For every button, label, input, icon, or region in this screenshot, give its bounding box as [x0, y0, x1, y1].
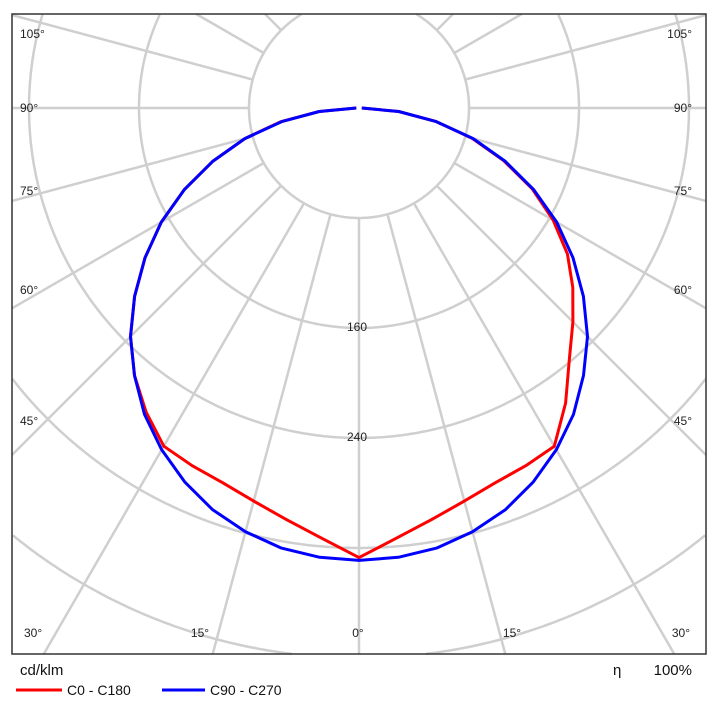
grid-radial-line	[195, 12, 265, 55]
polar-grid	[11, 12, 707, 656]
grid-radial-line	[11, 161, 265, 310]
grid-radial-line	[264, 13, 283, 32]
grid-radial-line	[11, 13, 254, 81]
efficiency-symbol: η	[613, 662, 621, 679]
grid-radial-line	[11, 184, 283, 456]
grid-radial-line	[412, 202, 676, 655]
curves	[129, 106, 589, 562]
angle-label-left-90: 90°	[20, 101, 38, 115]
angle-label-bottom-0: 0°	[352, 626, 364, 640]
grid-ring-240	[27, 13, 691, 440]
angle-label-bottom-30-left: 30°	[24, 626, 42, 640]
grid-radial-line	[211, 213, 332, 655]
grid-radial-line	[464, 13, 707, 81]
angle-label-bottom-15-right: 15°	[503, 626, 521, 640]
grid-ring-400	[12, 534, 706, 656]
angle-label-right-90: 90°	[674, 101, 692, 115]
grid-ring-160	[137, 14, 581, 330]
angle-label-bottom-30-right: 30°	[672, 626, 690, 640]
ring-label-240: 240	[347, 430, 367, 444]
curve-c90-c270	[129, 106, 589, 562]
ring-label-160: 160	[347, 320, 367, 334]
legend-label-c90-c270: C90 - C270	[210, 682, 282, 698]
grid-ring-320	[11, 378, 707, 550]
plot-frame	[11, 13, 707, 655]
angle-label-left-75: 75°	[20, 184, 38, 198]
grid-radial-line	[453, 12, 523, 55]
angle-label-bottom-15-left: 15°	[191, 626, 209, 640]
grid-radial-line	[386, 213, 507, 655]
grid-ring-80	[247, 13, 471, 220]
angle-label-right-45: 45°	[674, 414, 692, 428]
angle-label-right-60: 60°	[674, 283, 692, 297]
angle-label-right-105: 105°	[667, 27, 692, 41]
angle-label-right-75: 75°	[674, 184, 692, 198]
grid-radial-line	[435, 13, 454, 32]
efficiency-value: 100%	[654, 662, 692, 679]
angle-label-left-105: 105°	[20, 27, 45, 41]
grid-radial-line	[453, 161, 707, 310]
grid-radial-line	[464, 135, 707, 203]
grid-radial-line	[42, 202, 306, 655]
angle-label-left-45: 45°	[20, 414, 38, 428]
unit-label: cd/klm	[20, 662, 63, 679]
grid-radial-line	[11, 135, 254, 203]
angle-label-left-60: 60°	[20, 283, 38, 297]
legend-label-c0-c180: C0 - C180	[67, 682, 131, 698]
grid-radial-line	[435, 184, 707, 456]
